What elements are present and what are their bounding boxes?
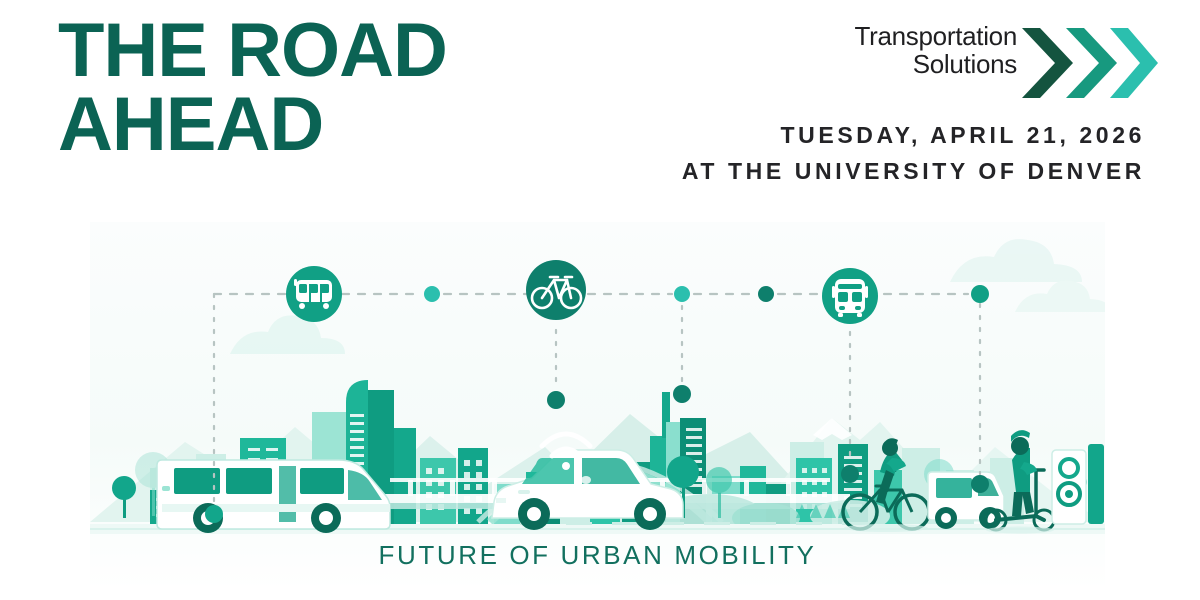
node-dot xyxy=(674,286,690,302)
event-date: TUESDAY, APRIL 21, 2026 xyxy=(780,122,1145,148)
tram-badge xyxy=(286,266,342,322)
node-dot xyxy=(758,286,774,302)
event-venue: AT THE UNIVERSITY OF DENVER xyxy=(681,157,1145,184)
delivery-van xyxy=(927,471,1005,529)
bicycle-badge xyxy=(526,260,586,320)
chevron-1-icon xyxy=(1022,28,1073,98)
tram-icon xyxy=(294,279,332,309)
chevron-2-icon xyxy=(1066,28,1117,98)
bus-badge xyxy=(822,268,878,324)
shuttle-bus xyxy=(156,459,391,533)
node-dot xyxy=(205,505,223,523)
ev-charging-station xyxy=(1051,444,1104,525)
connector-nodes xyxy=(205,285,989,523)
poster-header: THE ROAD AHEAD Transportation Solutions … xyxy=(0,0,1200,215)
clouds xyxy=(230,239,1105,354)
illustration-caption: FUTURE OF URBAN MOBILITY xyxy=(378,540,817,570)
illustration-panel: FUTURE OF URBAN MOBILITY xyxy=(90,222,1105,590)
node-dot xyxy=(547,391,565,409)
chevron-arrows-icon xyxy=(1022,28,1158,98)
logo-wordmark: Transportation Solutions xyxy=(854,21,1018,80)
bus-icon xyxy=(832,279,868,317)
autonomous-car xyxy=(491,431,684,530)
bicycle-icon xyxy=(530,275,583,310)
event-date-block: TUESDAY, APRIL 21, 2026 AT THE UNIVERSIT… xyxy=(682,118,1145,189)
node-dot xyxy=(841,465,859,483)
chevron-3-icon xyxy=(1110,28,1158,98)
page-title: THE ROAD AHEAD xyxy=(58,8,448,167)
connector-network xyxy=(212,292,982,506)
wifi-signal-icon xyxy=(539,431,593,459)
urban-mobility-illustration xyxy=(90,222,1105,590)
brand-logo: Transportation Solutions xyxy=(700,22,1160,102)
node-dot xyxy=(971,475,989,493)
node-dot xyxy=(673,385,691,403)
node-dot xyxy=(424,286,440,302)
node-dot xyxy=(971,285,989,303)
